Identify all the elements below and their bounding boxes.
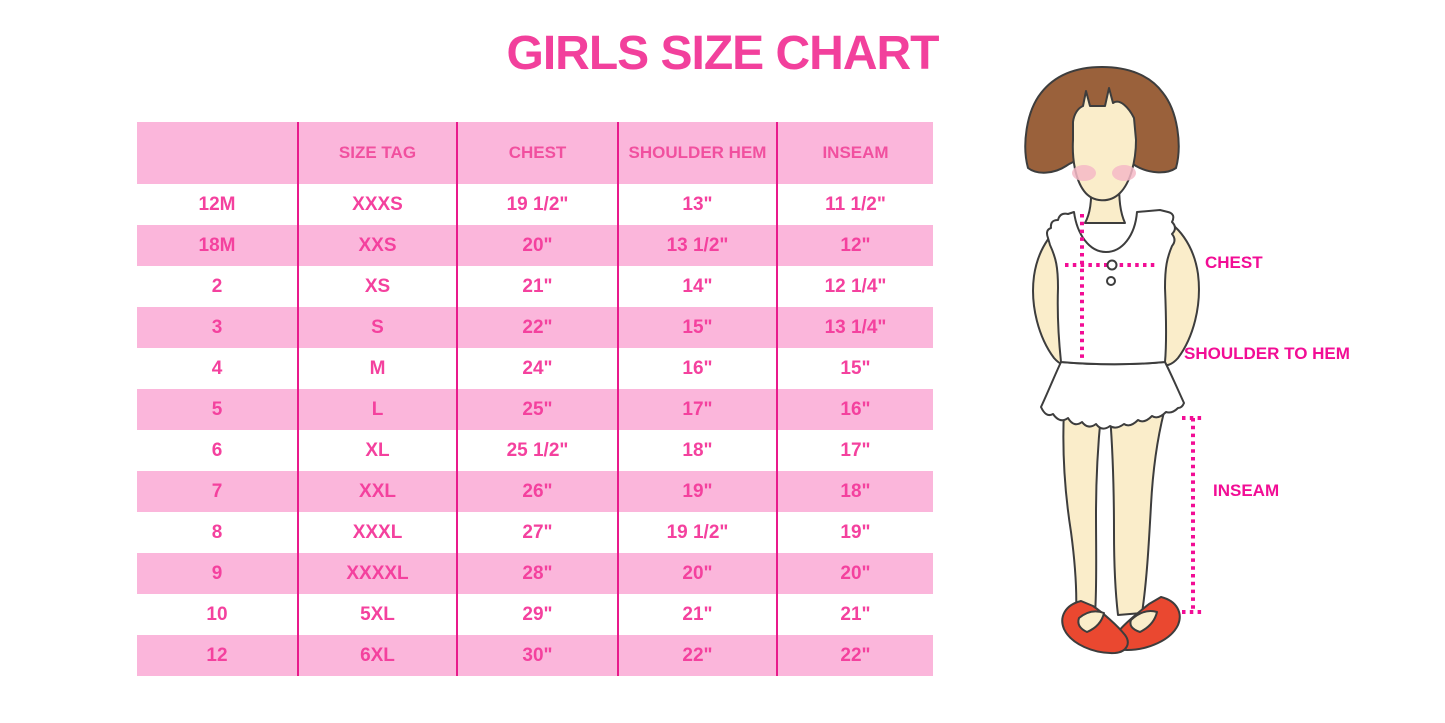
table-cell: 28" [456, 553, 617, 594]
table-cell: XXS [297, 225, 456, 266]
table-cell: 8 [211, 521, 223, 543]
shoulder-to-hem-measure-label: SHOULDER TO HEM [1184, 344, 1350, 363]
girl-blush-left [1072, 165, 1096, 181]
table-cell: 19 1/2" [617, 512, 776, 553]
table-cell: 11 1/2" [776, 184, 933, 225]
girl-right-leg [1109, 411, 1165, 616]
girl-left-shoe-opening [1077, 610, 1105, 633]
table-row: 12M XXXS 19 1/2" 13" 11 1/2" [137, 184, 933, 225]
header-cell-shoulder-hem: SHOULDER HEM [617, 122, 776, 184]
table-cell: 10 [206, 603, 228, 625]
table-row: 18M XXS 20" 13 1/2" 12" [137, 225, 933, 266]
table-cell: 15" [617, 307, 776, 348]
table-cell: XXXS [297, 184, 456, 225]
table-cell: XXXXL [297, 553, 456, 594]
table-cell: 14" [617, 266, 776, 307]
table-cell: 17" [617, 389, 776, 430]
table-cell: 2 [211, 275, 223, 297]
table-cell: 19" [776, 512, 933, 553]
table-cell: 18" [617, 430, 776, 471]
chest-measure-label: CHEST [1205, 253, 1263, 272]
table-cell: 21" [617, 594, 776, 635]
table-cell: 21" [776, 594, 933, 635]
table-cell: 12M [198, 193, 236, 215]
table-cell: M [297, 348, 456, 389]
table-row: 2 XS 21" 14" 12 1/4" [137, 266, 933, 307]
header-cell-inseam: INSEAM [776, 122, 933, 184]
table-cell: 15" [776, 348, 933, 389]
page-title: GIRLS SIZE CHART [506, 27, 939, 80]
table-row: 7 XXL 26" 19" 18" [137, 471, 933, 512]
table-cell: 26" [456, 471, 617, 512]
shirt-button-bottom [1106, 276, 1116, 286]
table-cell: L [297, 389, 456, 430]
girl-blush-right [1112, 165, 1136, 181]
table-cell: 6XL [297, 635, 456, 676]
table-cell: 13" [617, 184, 776, 225]
table-cell: 20" [456, 225, 617, 266]
table-row: 6 XL 25 1/2" 18" 17" [137, 430, 933, 471]
table-cell: 18M [198, 234, 236, 256]
table-cell: 16" [617, 348, 776, 389]
table-cell: 13 1/2" [617, 225, 776, 266]
table-row: 5 L 25" 17" 16" [137, 389, 933, 430]
table-cell: 17" [776, 430, 933, 471]
table-row: 12 6XL 30" 22" 22" [137, 635, 933, 676]
table-cell: 7 [211, 480, 223, 502]
table-cell: 16" [776, 389, 933, 430]
table-cell: XL [297, 430, 456, 471]
table-cell: 12" [776, 225, 933, 266]
table-cell: 3 [211, 316, 223, 338]
table-cell: 27" [456, 512, 617, 553]
size-chart-table: SIZE TAG CHEST SHOULDER HEM INSEAM 12M X… [137, 122, 933, 676]
table-cell: 19 1/2" [456, 184, 617, 225]
girl-skirt [1040, 361, 1185, 430]
table-cell: 25 1/2" [456, 430, 617, 471]
girl-left-leg [1062, 409, 1102, 615]
table-cell: 22" [456, 307, 617, 348]
table-row: 4 M 24" 16" 15" [137, 348, 933, 389]
header-cell-blank [137, 122, 297, 184]
table-header-row: SIZE TAG CHEST SHOULDER HEM INSEAM [137, 122, 933, 184]
table-cell: 12 [206, 644, 228, 666]
table-cell: 21" [456, 266, 617, 307]
table-cell: XXL [297, 471, 456, 512]
table-row: 3 S 22" 15" 13 1/4" [137, 307, 933, 348]
table-cell: XXXL [297, 512, 456, 553]
girl-right-shoe-opening [1129, 610, 1158, 633]
table-cell: 13 1/4" [776, 307, 933, 348]
table-cell: S [297, 307, 456, 348]
inseam-measure-label: INSEAM [1213, 481, 1280, 500]
table-row: 9 XXXXL 28" 20" 20" [137, 553, 933, 594]
girl-shirt [1046, 209, 1176, 366]
header-cell-chest: CHEST [456, 122, 617, 184]
table-cell: 12 1/4" [776, 266, 933, 307]
table-cell: 6 [211, 439, 223, 461]
table-cell: 5XL [297, 594, 456, 635]
table-cell: XS [297, 266, 456, 307]
table-cell: 19" [617, 471, 776, 512]
table-cell: 5 [211, 398, 223, 420]
table-cell: 18" [776, 471, 933, 512]
table-row: 10 5XL 29" 21" 21" [137, 594, 933, 635]
girl-measurement-figure [1024, 66, 1204, 655]
table-cell: 20" [617, 553, 776, 594]
table-cell: 4 [211, 357, 223, 379]
table-cell: 29" [456, 594, 617, 635]
table-cell: 22" [776, 635, 933, 676]
shirt-button-top [1106, 259, 1118, 271]
table-cell: 30" [456, 635, 617, 676]
table-cell: 24" [456, 348, 617, 389]
table-row: 8 XXXL 27" 19 1/2" 19" [137, 512, 933, 553]
table-cell: 25" [456, 389, 617, 430]
table-cell: 22" [617, 635, 776, 676]
header-cell-size-tag: SIZE TAG [297, 122, 456, 184]
table-cell: 20" [776, 553, 933, 594]
table-cell: 9 [211, 562, 223, 584]
